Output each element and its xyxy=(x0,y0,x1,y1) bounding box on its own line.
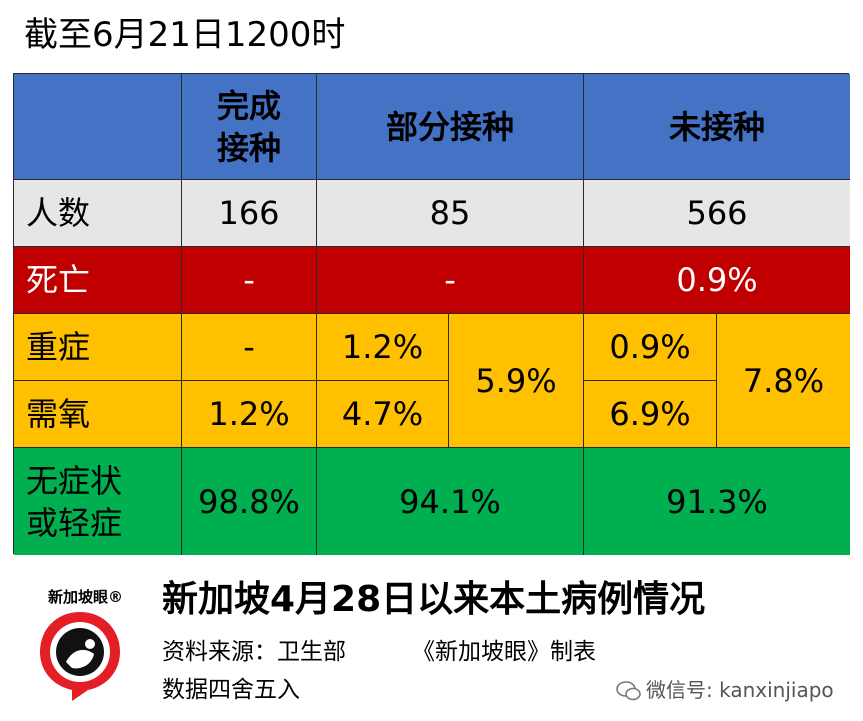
logo-text: 新加坡眼® xyxy=(48,588,124,606)
severe-oxygen-none-total: 7.8% xyxy=(717,314,850,448)
count-partial: 85 xyxy=(317,180,584,247)
death-complete: - xyxy=(182,247,317,314)
header-complete-line1: 完成 xyxy=(216,86,281,125)
oxygen-none: 6.9% xyxy=(584,381,717,448)
death-none: 0.9% xyxy=(584,247,850,314)
oxygen-partial: 4.7% xyxy=(317,381,449,448)
header-complete-line2: 接种 xyxy=(216,128,281,167)
logo-eye-icon xyxy=(40,612,120,701)
severe-oxygen-partial-total: 5.9% xyxy=(449,314,584,448)
wechat-id: 微信号: kanxinjiapo xyxy=(646,678,834,702)
data-table: 完成 接种 部分接种 未接种 人数 166 85 566 死亡 - - 0.9%… xyxy=(13,73,850,555)
mild-partial: 94.1% xyxy=(317,448,584,555)
severe-complete: - xyxy=(182,314,317,381)
header-partial: 部分接种 xyxy=(317,74,584,180)
row-label-death: 死亡 xyxy=(14,247,182,314)
mild-complete: 98.8% xyxy=(182,448,317,555)
made-by-text: 《新加坡眼》制表 xyxy=(412,639,596,665)
footer-title: 新加坡4月28日以来本土病例情况 xyxy=(162,579,706,620)
row-label-mild-line1: 无症状 xyxy=(26,461,123,500)
death-partial: - xyxy=(317,247,584,314)
severe-none: 0.9% xyxy=(584,314,717,381)
row-label-count: 人数 xyxy=(14,180,182,247)
rounding-note: 数据四舍五入 xyxy=(162,677,300,703)
source-text: 资料来源：卫生部 xyxy=(162,639,346,665)
severe-partial: 1.2% xyxy=(317,314,449,381)
wechat-icon xyxy=(616,681,641,701)
page-title: 截至6月21日1200时 xyxy=(24,15,346,55)
row-label-mild-line2: 或轻症 xyxy=(26,503,123,542)
header-none: 未接种 xyxy=(584,74,850,180)
count-complete: 166 xyxy=(182,180,317,247)
oxygen-complete: 1.2% xyxy=(182,381,317,448)
mild-none: 91.3% xyxy=(584,448,850,555)
row-label-oxygen: 需氧 xyxy=(14,381,182,448)
row-label-mild: 无症状 或轻症 xyxy=(14,448,182,555)
header-complete: 完成 接种 xyxy=(182,74,317,180)
row-label-severe: 重症 xyxy=(14,314,182,381)
count-none: 566 xyxy=(584,180,850,247)
header-corner xyxy=(14,74,182,180)
